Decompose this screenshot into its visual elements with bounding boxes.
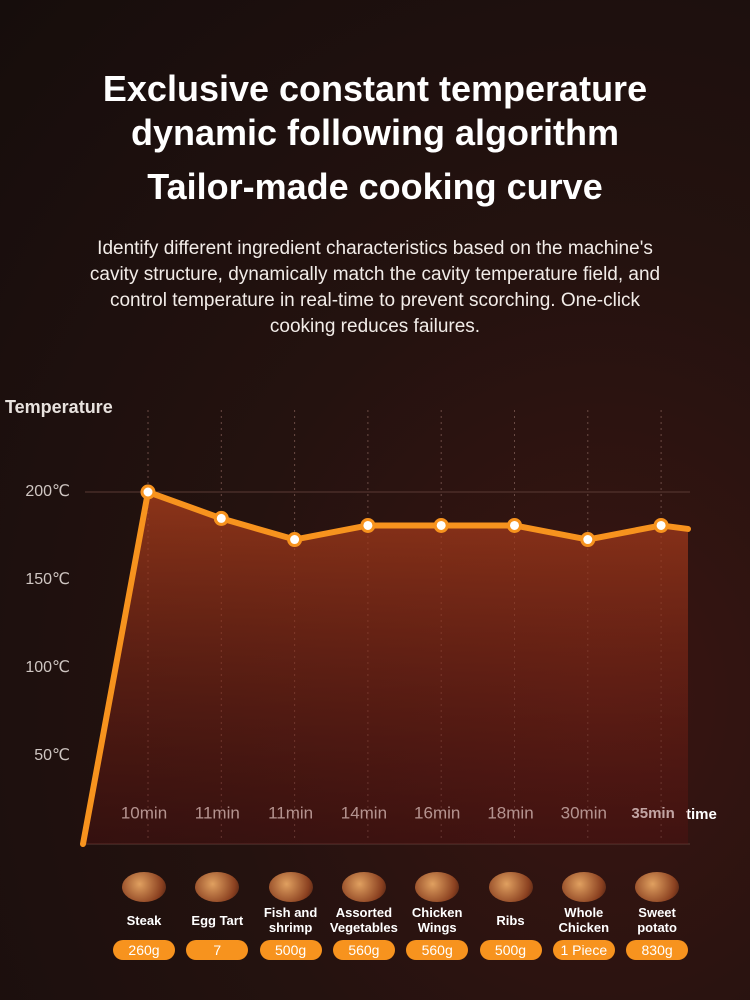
- food-amount: 1 Piece: [552, 940, 615, 960]
- food-item: Sweet potato 830g: [618, 872, 696, 960]
- food-name: Steak: [126, 912, 162, 928]
- y-tick-label: 50℃: [34, 747, 70, 764]
- food-amount: 500g: [259, 940, 322, 960]
- subtitle: Identify different ingredient characteri…: [89, 238, 661, 337]
- food-name: Ribs: [496, 912, 525, 928]
- title-line: Exclusive constant temperature: [102, 68, 648, 109]
- food-amount: 830g: [626, 940, 689, 960]
- food-icon: [122, 872, 166, 902]
- point: [580, 532, 596, 548]
- food-item: Ribs 500g: [472, 872, 550, 960]
- food-name: Chicken Wings: [411, 905, 463, 935]
- food-item: Egg Tart 7: [178, 872, 256, 960]
- food-name: Sweet potato: [637, 905, 677, 935]
- area: [83, 492, 688, 844]
- y-tick-label: 150℃: [25, 571, 70, 588]
- food-name: Fish and shrimp: [263, 905, 318, 935]
- food-amount: 260g: [113, 940, 175, 960]
- food-name: Whole Chicken: [558, 905, 610, 935]
- food-name: Egg Tart: [191, 912, 244, 928]
- food-name: Assorted Vegetables: [329, 905, 398, 935]
- line: [80, 489, 691, 847]
- x-axis-label: time: [686, 806, 717, 823]
- food-item: Steak 260g: [105, 872, 183, 960]
- food-amount: 500g: [479, 940, 542, 960]
- food-icon: [195, 872, 240, 902]
- point: [287, 532, 303, 548]
- y-tick-label: 100℃: [25, 659, 70, 676]
- title-line: dynamic following algorithm: [130, 112, 620, 153]
- point: [360, 517, 376, 533]
- food-icon: [635, 872, 680, 902]
- point: [433, 517, 449, 533]
- point: [653, 517, 669, 533]
- food-item: Fish and shrimp 500g: [252, 872, 330, 960]
- y-axis-label: Temperature: [5, 397, 113, 417]
- food-icon: [415, 872, 460, 902]
- food-icon: [561, 872, 606, 902]
- food-amount: 560g: [406, 940, 469, 960]
- point: [140, 484, 156, 500]
- food-icon: [341, 872, 386, 902]
- food-item: Whole Chicken 1 Piece: [545, 872, 623, 960]
- food-item: Assorted Vegetables 560g: [325, 872, 403, 960]
- food-amount: 7: [186, 940, 249, 960]
- food-item: Chicken Wings 560g: [398, 872, 476, 960]
- food-icon: [268, 872, 313, 902]
- point: [507, 517, 522, 533]
- food-amount: 560g: [332, 940, 395, 960]
- title-line: Tailor-made cooking curve: [147, 166, 603, 207]
- point: [213, 510, 229, 526]
- food-icon: [488, 872, 533, 902]
- y-tick-label: 200℃: [25, 483, 70, 500]
